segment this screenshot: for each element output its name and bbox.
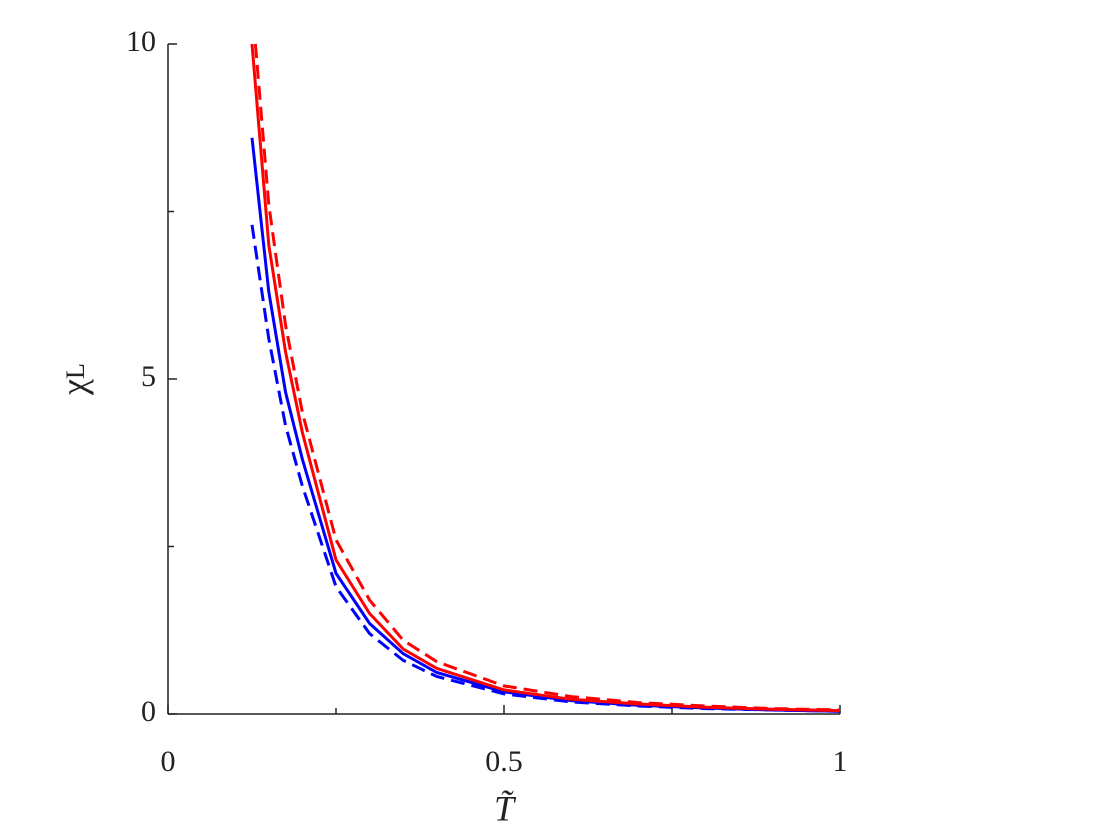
y-label-symbol: χ <box>54 379 94 396</box>
x-axis-label: T̃ <box>494 788 517 828</box>
series-line <box>250 224 841 713</box>
series-line <box>250 43 841 713</box>
x-tick-label: 0.5 <box>485 745 523 778</box>
series-line <box>250 137 841 713</box>
y-tick-label: 5 <box>141 360 156 393</box>
y-tick-label: 10 <box>126 25 156 58</box>
y-label-subscript: L <box>61 363 90 379</box>
series-line <box>253 43 841 712</box>
x-tick-label: 0 <box>161 745 176 778</box>
x-tick-label: 1 <box>833 745 848 778</box>
y-axis-label: χL <box>54 363 94 396</box>
y-tick-label: 0 <box>141 695 156 728</box>
